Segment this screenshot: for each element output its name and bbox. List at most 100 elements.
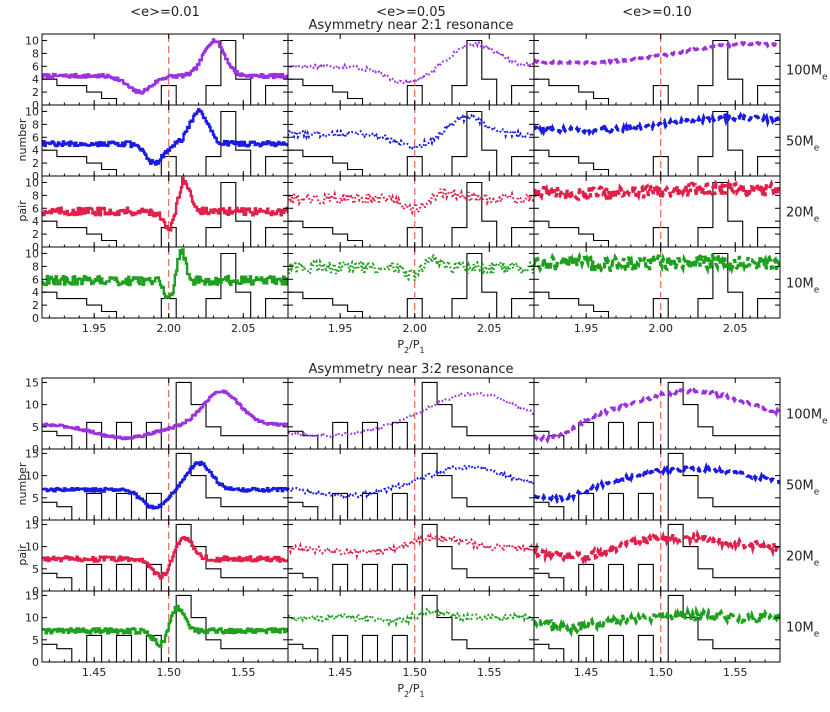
y-tick-label: 2 <box>32 299 39 312</box>
y-tick-label: 15 <box>25 589 39 602</box>
y-tick-label: 0 <box>32 656 39 669</box>
subplot-g1-r2-c3 <box>533 104 781 177</box>
x-tick-label: 1.95 <box>328 322 353 335</box>
subplot-g2-r4-c3: 1.45 1.50 1.55 <box>533 590 781 679</box>
subplot-frame <box>533 448 781 521</box>
model-series-dotted <box>288 606 534 628</box>
observed-histogram <box>288 39 534 105</box>
model-series-solid <box>42 460 288 510</box>
model-series-dashed <box>534 605 780 639</box>
mass-label-20: 20Me <box>786 550 820 569</box>
subplot-g1-r3-c3 <box>533 175 781 248</box>
observed-histogram <box>534 381 780 449</box>
subplot-g2-r1-c1: 0 5 10 15 <box>25 376 289 456</box>
model-series-dotted <box>288 113 534 151</box>
subplot-g1-r1-c2 <box>287 33 535 106</box>
observed-histogram <box>534 523 780 591</box>
subplot-g1-r2-c2 <box>287 104 535 177</box>
observed-histogram <box>288 110 534 176</box>
observed-histogram <box>288 594 534 662</box>
y-tick-label: 5 <box>32 563 39 576</box>
observed-histogram <box>42 39 288 105</box>
subplot-g2-r2-c1: 0 5 10 15 <box>25 447 289 527</box>
x-tick-label: 2.05 <box>723 322 748 335</box>
panel-group-1: Asymmetry near 2:1 resonance number pair 10… <box>16 18 828 355</box>
model-series-dotted <box>288 253 534 282</box>
model-series-dashed <box>534 386 780 445</box>
y-tick-label: 6 <box>32 273 39 286</box>
subplot-g2-r4-c2: 1.45 1.50 1.55 <box>287 590 535 679</box>
y-tick-label: 10 <box>25 105 39 118</box>
observed-histogram <box>42 381 288 449</box>
y-tick-label: 0 <box>32 241 39 254</box>
subplot-g2-r2-c3 <box>533 448 781 521</box>
x-tick-label: 2.00 <box>156 322 181 335</box>
subplot-g1-r3-c2 <box>287 175 535 248</box>
x-tick-label: 1.55 <box>723 666 748 679</box>
x-tick-label: 1.95 <box>574 322 599 335</box>
y-tick-label: 8 <box>32 47 39 60</box>
y-axis-label-pair: pair <box>16 544 29 566</box>
y-tick-label: 0 <box>32 443 39 456</box>
observed-histogram <box>42 594 288 662</box>
subplot-g2-r1-c3 <box>533 377 781 450</box>
y-tick-label: 10 <box>25 612 39 625</box>
y-tick-label: 10 <box>25 176 39 189</box>
column-title-2: <e>=0.05 <box>376 5 446 20</box>
subplot-frame <box>533 377 781 450</box>
y-tick-label: 2 <box>32 86 39 99</box>
mass-label-50: 50Me <box>786 135 820 154</box>
y-tick-label: 15 <box>25 447 39 460</box>
x-tick-label: 1.45 <box>82 666 107 679</box>
x-tick-label: 1.50 <box>648 666 673 679</box>
model-series-dashed <box>534 111 780 138</box>
y-tick-label: 5 <box>32 492 39 505</box>
subplot-frame <box>287 590 535 663</box>
observed-histogram <box>288 181 534 247</box>
model-series-dashed <box>534 39 780 66</box>
observed-histogram <box>534 110 780 176</box>
model-series-solid <box>42 604 288 648</box>
subplot-frame <box>41 590 289 663</box>
y-axis-label-number: number <box>16 462 29 505</box>
model-series-dotted <box>288 39 534 87</box>
y-tick-label: 4 <box>32 215 39 228</box>
x-tick-label: 1.45 <box>574 666 599 679</box>
subplot-g2-r3-c1: 0 5 10 15 <box>25 518 289 598</box>
model-series-dotted <box>288 462 534 499</box>
mass-label-100: 100Me <box>786 408 828 427</box>
y-tick-label: 4 <box>32 73 39 86</box>
x-tick-label: 1.55 <box>231 666 256 679</box>
x-axis-label: P2/P1 <box>397 682 424 699</box>
y-tick-label: 8 <box>32 118 39 131</box>
y-tick-label: 10 <box>25 34 39 47</box>
y-tick-label: 8 <box>32 260 39 273</box>
y-tick-label: 0 <box>32 170 39 183</box>
group-title: Asymmetry near 2:1 resonance <box>308 18 513 33</box>
model-series-solid <box>42 389 288 441</box>
model-series-dotted <box>288 391 534 439</box>
y-tick-label: 6 <box>32 60 39 73</box>
column-titles: <e>=0.01 <e>=0.05 <e>=0.10 <box>130 5 692 20</box>
column-title-3: <e>=0.10 <box>622 5 692 20</box>
observed-histogram <box>42 452 288 520</box>
subplot-g1-r4-c3: 1.95 2.00 2.05 <box>533 246 781 335</box>
subplot-g1-r1-c3 <box>533 33 781 106</box>
x-tick-label: 1.50 <box>402 666 427 679</box>
observed-histogram <box>42 523 288 591</box>
x-tick-label: 2.05 <box>477 322 502 335</box>
y-tick-label: 0 <box>32 312 39 325</box>
model-series-dashed <box>534 461 780 505</box>
mass-label-10: 10Me <box>786 277 820 296</box>
y-tick-label: 15 <box>25 376 39 389</box>
y-tick-label: 8 <box>32 189 39 202</box>
observed-histogram <box>288 452 534 520</box>
y-axis-label-pair: pair <box>16 200 29 222</box>
x-tick-label: 1.50 <box>156 666 181 679</box>
observed-histogram <box>288 523 534 591</box>
y-tick-label: 2 <box>32 157 39 170</box>
